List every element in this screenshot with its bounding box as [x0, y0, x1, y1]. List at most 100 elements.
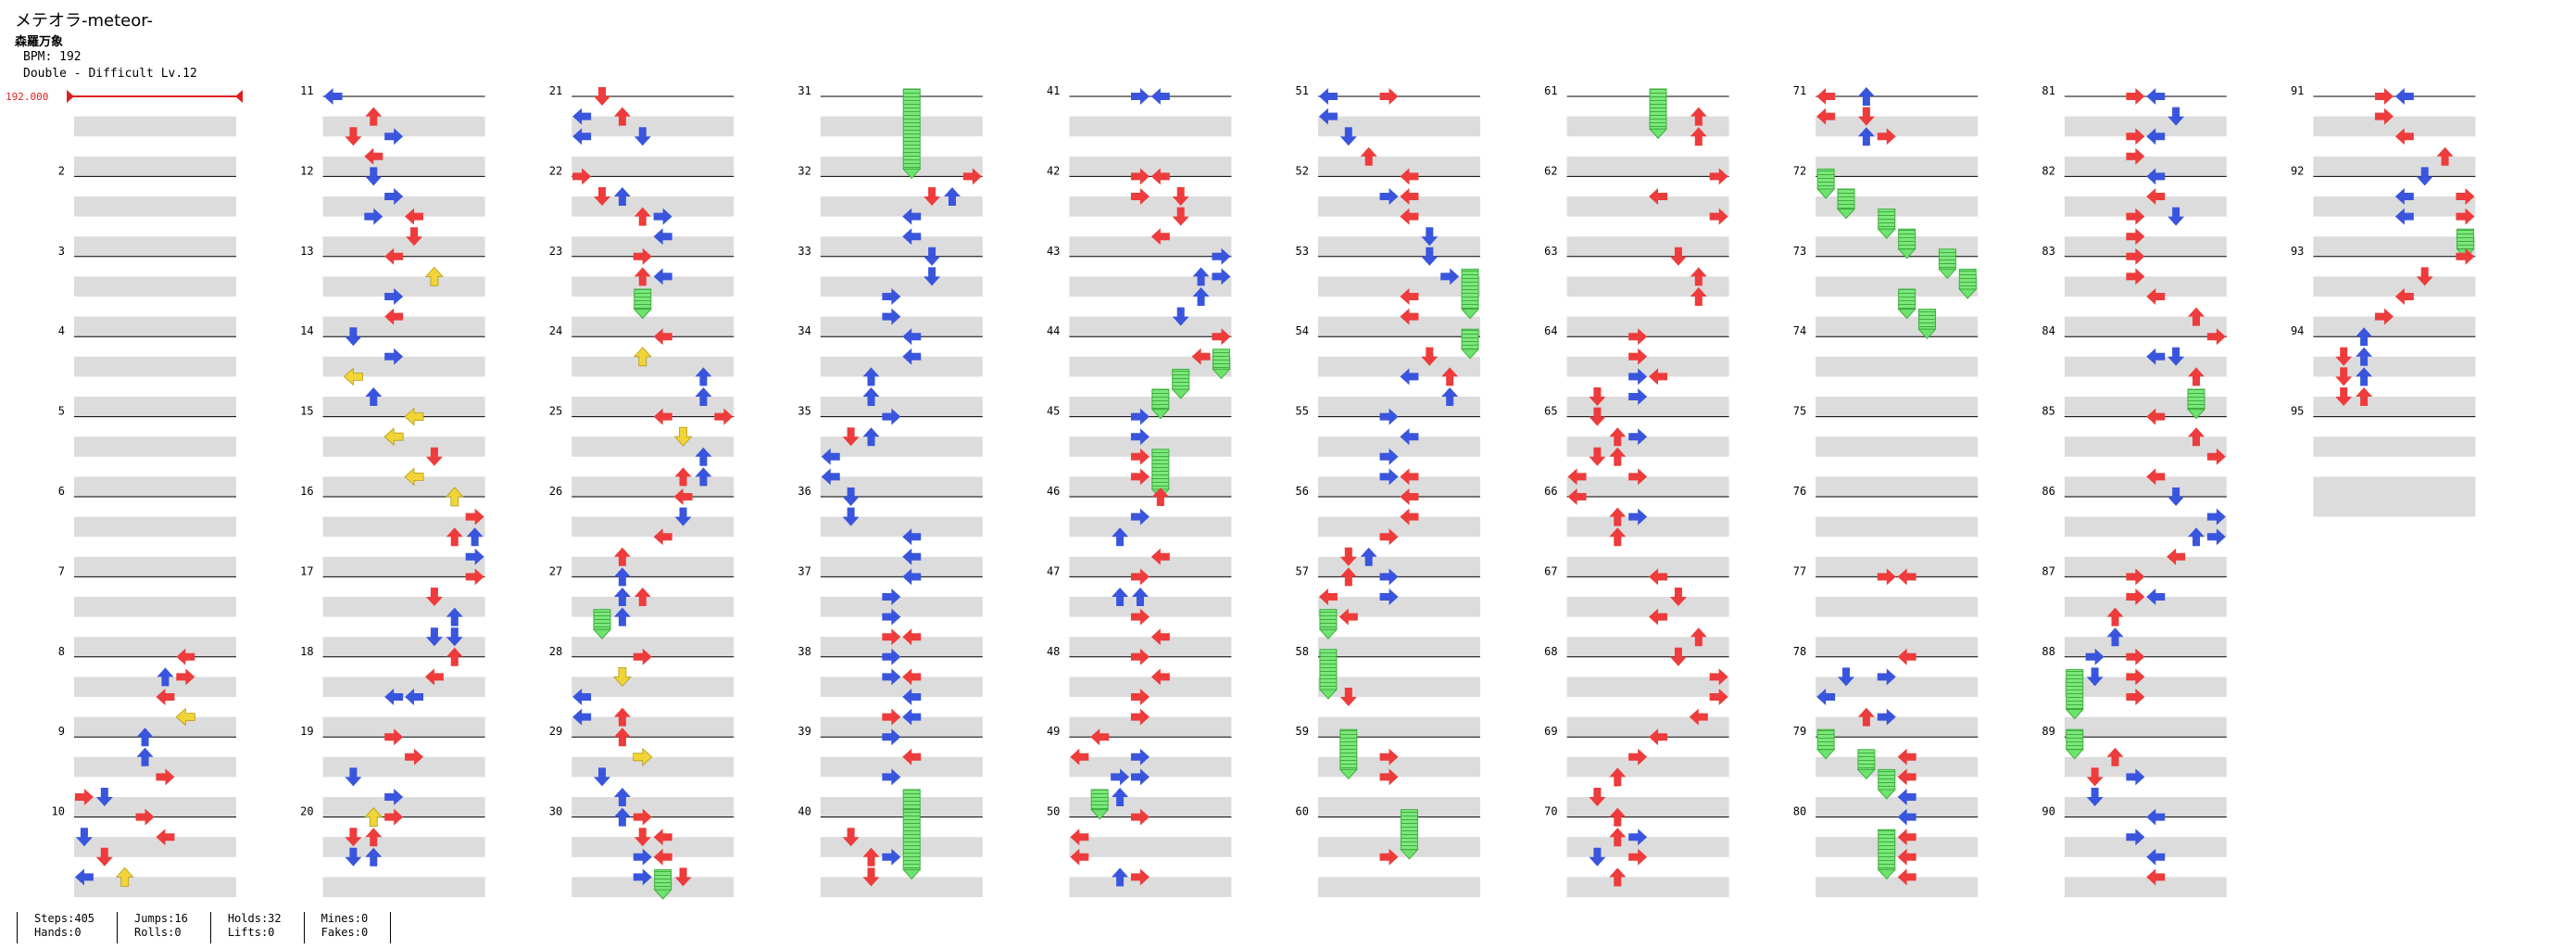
right-arrow-icon: [384, 808, 404, 826]
left-arrow-icon: [1567, 488, 1587, 505]
left-arrow-icon: [1400, 168, 1419, 185]
beat-band: [1566, 397, 1729, 417]
down-arrow-icon: [1669, 247, 1687, 266]
beat-band: [2064, 397, 2227, 417]
left-arrow-icon: [1400, 428, 1419, 446]
beat-band: [572, 837, 735, 857]
stat-column: Mines:0 Fakes:0: [303, 912, 392, 943]
up-arrow-icon: [943, 187, 961, 206]
right-arrow-icon: [2126, 829, 2145, 846]
measure-number: 50: [1047, 805, 1060, 818]
measure-number: 94: [2291, 324, 2304, 337]
beat-band: [2313, 236, 2476, 257]
up-arrow-icon: [1857, 87, 1875, 106]
beat-band: [1069, 597, 1232, 617]
beat-band: [2064, 797, 2227, 817]
measure-number: 73: [1793, 245, 1806, 258]
left-arrow-icon: [1897, 768, 1916, 786]
left-arrow-icon: [902, 689, 922, 705]
measure-number: 30: [549, 805, 562, 818]
bpm-change-marker: 192.000: [6, 90, 243, 103]
left-arrow-icon: [424, 668, 444, 686]
beat-band: [2064, 356, 2227, 377]
beat-band: [2313, 437, 2476, 457]
up-arrow-icon: [1609, 527, 1627, 547]
down-arrow-icon: [842, 427, 860, 447]
measure-number: 7: [58, 564, 65, 577]
beat-band: [2313, 476, 2476, 497]
left-arrow-icon: [902, 748, 922, 766]
right-arrow-icon: [1130, 808, 1150, 826]
right-arrow-icon: [2206, 448, 2226, 465]
up-arrow-icon: [2356, 347, 2373, 366]
up-arrow-icon: [2187, 427, 2205, 447]
down-arrow-icon: [2335, 347, 2353, 366]
left-arrow-icon: [673, 488, 693, 505]
measure-number: 24: [549, 324, 562, 337]
beat-band: [322, 677, 485, 697]
measure-number: 10: [52, 805, 65, 818]
right-arrow-icon: [1379, 568, 1399, 586]
right-arrow-icon: [633, 808, 652, 826]
right-arrow-icon: [1877, 668, 1896, 686]
right-arrow-icon: [1628, 468, 1648, 486]
measure-number: 42: [1047, 164, 1060, 177]
measure-number: 54: [1296, 324, 1309, 337]
up-arrow-icon: [695, 467, 712, 487]
up-arrow-icon: [1112, 788, 1129, 806]
down-arrow-icon: [674, 867, 692, 887]
beat-band: [820, 756, 983, 778]
right-arrow-icon: [2126, 208, 2145, 225]
right-arrow-icon: [633, 747, 653, 766]
hold-note: [2065, 728, 2084, 760]
stat-column: Steps:405 Hands:0: [17, 912, 119, 943]
right-arrow-icon: [1212, 247, 1231, 265]
down-arrow-icon: [673, 426, 693, 447]
right-arrow-icon: [384, 188, 404, 205]
left-arrow-icon: [902, 208, 922, 225]
beat-band: [1318, 236, 1480, 257]
stat-mines: Mines:0: [320, 912, 369, 925]
measure-lines: [74, 95, 2476, 818]
left-arrow-icon: [572, 128, 592, 146]
right-arrow-icon: [882, 308, 901, 325]
left-arrow-icon: [1400, 488, 1419, 505]
beat-band: [1069, 476, 1232, 497]
left-arrow-icon: [1400, 368, 1419, 386]
hold-note: [1338, 728, 1358, 780]
beat-band: [2064, 236, 2227, 257]
right-arrow-icon: [1709, 208, 1728, 225]
right-arrow-icon: [882, 848, 901, 866]
measure-number: 89: [2042, 725, 2055, 738]
beat-band: [74, 877, 236, 897]
measure-number: 4: [58, 324, 65, 337]
right-arrow-icon: [1130, 868, 1150, 886]
up-arrow-icon: [634, 588, 651, 606]
measure-number: 40: [798, 805, 810, 818]
beat-band: [820, 837, 983, 857]
right-arrow-icon: [2206, 328, 2226, 346]
hold-note: [1816, 168, 1836, 199]
beat-band: [1816, 797, 1979, 817]
up-arrow-icon: [1151, 487, 1169, 506]
beat-band: [1566, 276, 1729, 297]
measure-number: 91: [2291, 84, 2304, 97]
beat-band: [74, 837, 236, 857]
right-arrow-icon: [1130, 508, 1150, 525]
up-arrow-icon: [1690, 127, 1707, 146]
measure-number: 15: [300, 405, 313, 418]
beat-band: [2064, 516, 2227, 538]
left-arrow-icon: [2146, 808, 2166, 826]
hold-note: [633, 288, 652, 320]
hold-note: [1460, 268, 1480, 320]
down-arrow-icon: [1421, 347, 1439, 366]
measure-number: 67: [1544, 564, 1557, 577]
down-arrow-icon: [75, 828, 93, 847]
left-arrow-icon: [1897, 829, 1916, 846]
hold-note: [1917, 309, 1937, 339]
down-arrow-icon: [674, 507, 692, 526]
measure-number: 17: [300, 564, 313, 577]
beat-band: [2313, 356, 2476, 377]
right-arrow-icon: [2456, 188, 2475, 205]
left-arrow-icon: [404, 407, 424, 426]
